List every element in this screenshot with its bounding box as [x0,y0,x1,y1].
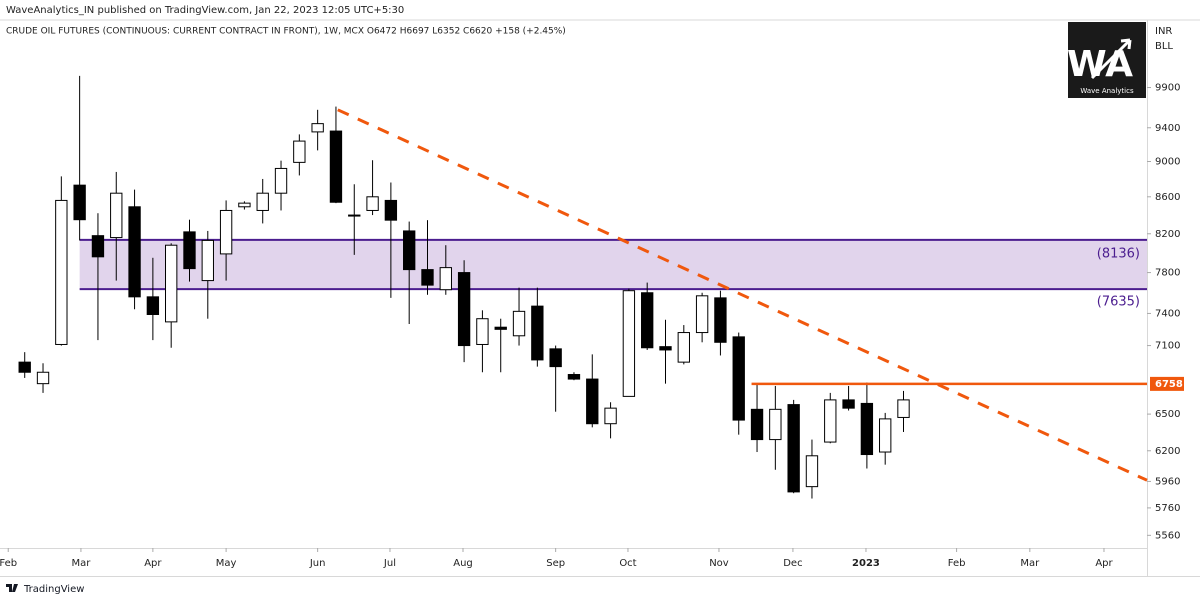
x-tick-label: Aug [453,558,473,569]
chart-title: CRUDE OIL FUTURES (CONTINUOUS: CURRENT C… [6,27,566,37]
candle-body [787,404,800,493]
trendline [337,108,1148,482]
candle-body [421,269,434,286]
candle-body [494,326,507,330]
level-tag [1150,376,1184,391]
candle-body [457,272,471,347]
y-tick-label: 8200 [1155,229,1180,240]
candle-body [384,199,398,221]
candle-body [366,196,379,211]
candle-body [293,140,306,163]
x-tick-label: Jun [309,558,326,569]
y-tick-label: 5560 [1155,530,1180,541]
candle-body [165,244,178,323]
x-tick-label: Dec [783,558,802,569]
candle-body [403,230,416,271]
y-tick-label: 6500 [1155,409,1180,420]
x-tick-label: Apr [1095,558,1113,569]
y-tick-label: 9900 [1155,83,1180,94]
candle-body [91,235,105,258]
unit: BLL [1155,41,1173,52]
x-tick-label: Nov [709,558,729,569]
candle-body [750,408,764,441]
footer: TradingView [23,584,84,595]
x-tick-label: Apr [144,558,162,569]
candle-body [604,407,617,425]
footer-logo: TradingView [6,584,84,595]
candle-body [348,214,361,217]
candle-body [439,267,452,291]
x-tick-label: May [216,558,237,569]
y-tick-label: 7800 [1155,268,1180,279]
candle-body [531,305,544,361]
candle-body [128,206,141,298]
candle-body [805,455,819,488]
logo: WA Wave Analytics [1067,22,1146,98]
candle-body [18,361,31,373]
candle-body [311,123,324,133]
candle-body [549,348,562,368]
header: WaveAnalytics_IN published on TradingVie… [6,5,404,16]
candle-body [677,332,690,363]
candle-body [567,374,581,380]
level-tag-label: 6758 [1155,379,1183,390]
logo-initials: WA [1067,44,1133,85]
candle-body [586,378,599,425]
y-tick-label: 9000 [1155,157,1180,168]
candle-body [329,130,343,203]
candle-body [641,292,654,349]
candle-body [55,199,68,345]
x-tick-label: Jul [383,558,396,569]
x-tick-label: Oct [619,558,636,569]
candle-body [256,192,269,211]
x-tick-label: Mar [71,558,91,569]
y-tick-label: 9400 [1155,123,1180,134]
candle-body [659,346,672,351]
candle-body [695,295,709,334]
zone-label: (7635) [1097,295,1140,310]
footer-icon [6,584,18,592]
candle-body [146,296,160,315]
candle-body [732,336,745,421]
zone-label: (8136) [1097,246,1140,261]
candle-body [219,209,233,255]
y-tick-label: 5760 [1155,503,1180,514]
y-tick-label: 8600 [1155,192,1180,203]
x-tick-label: Feb [0,558,17,569]
unit: INR [1155,26,1172,37]
candle-body [274,167,288,194]
candle-body [110,192,123,239]
candle-body [879,418,892,453]
candle-body [714,297,727,343]
y-tick-label: 5960 [1155,476,1180,487]
candle-body [842,399,855,409]
candle-body [238,202,251,208]
x-tick-label: Mar [1020,558,1040,569]
x-tick-label: 2023 [852,558,880,569]
y-tick-label: 7100 [1155,341,1180,352]
logo-box [1068,22,1146,98]
candle-body [622,290,636,397]
candle-body [73,184,86,221]
logo-text: Wave Analytics [1080,87,1134,95]
y-tick-label: 7400 [1155,308,1180,319]
candle-body [824,399,837,443]
candle-body [476,318,489,345]
candle-body [201,239,214,282]
zone [79,239,1148,290]
candle-body [860,402,874,456]
candle-body [769,408,782,441]
logo-arrow [1090,38,1132,80]
y-tick-label: 6200 [1155,446,1180,457]
candle-body [36,371,50,385]
candle-body [512,310,526,337]
x-tick-label: Feb [948,558,966,569]
candle-body [897,399,910,418]
candle-body [183,231,196,270]
x-tick-label: Sep [546,558,565,569]
